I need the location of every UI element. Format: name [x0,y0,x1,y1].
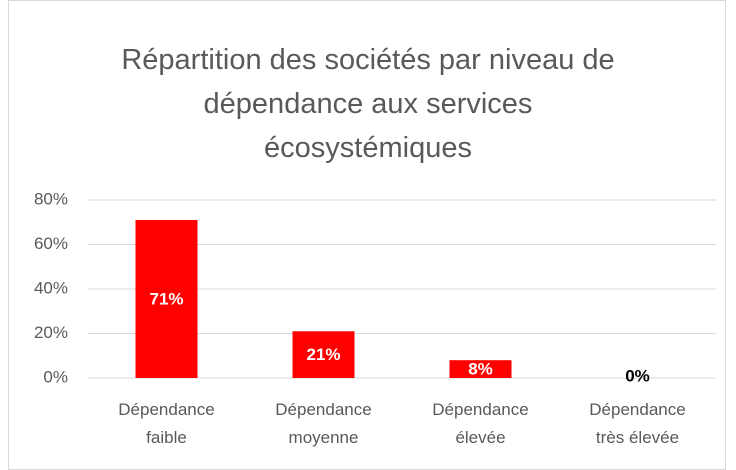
x-tick-label: Dépendance moyenne [275,400,372,447]
y-tick-label: 40% [34,278,68,297]
y-tick-label: 60% [34,234,68,253]
data-label: 0% [625,366,650,385]
data-label: 71% [149,289,183,308]
bar [292,331,355,378]
bar [449,360,512,378]
chart-title: Répartition des sociétés par niveau de d… [121,44,615,164]
x-tick-label: Dépendance élevée [432,400,529,447]
y-tick-label: 80% [34,189,68,208]
data-label: 21% [306,345,340,364]
y-tick-label: 0% [43,367,68,386]
data-label: 8% [468,360,493,379]
x-tick-label: Dépendance très élevée [589,400,686,447]
bar [135,220,198,378]
x-tick-label: Dépendance faible [118,400,215,447]
y-tick-label: 20% [34,323,68,342]
